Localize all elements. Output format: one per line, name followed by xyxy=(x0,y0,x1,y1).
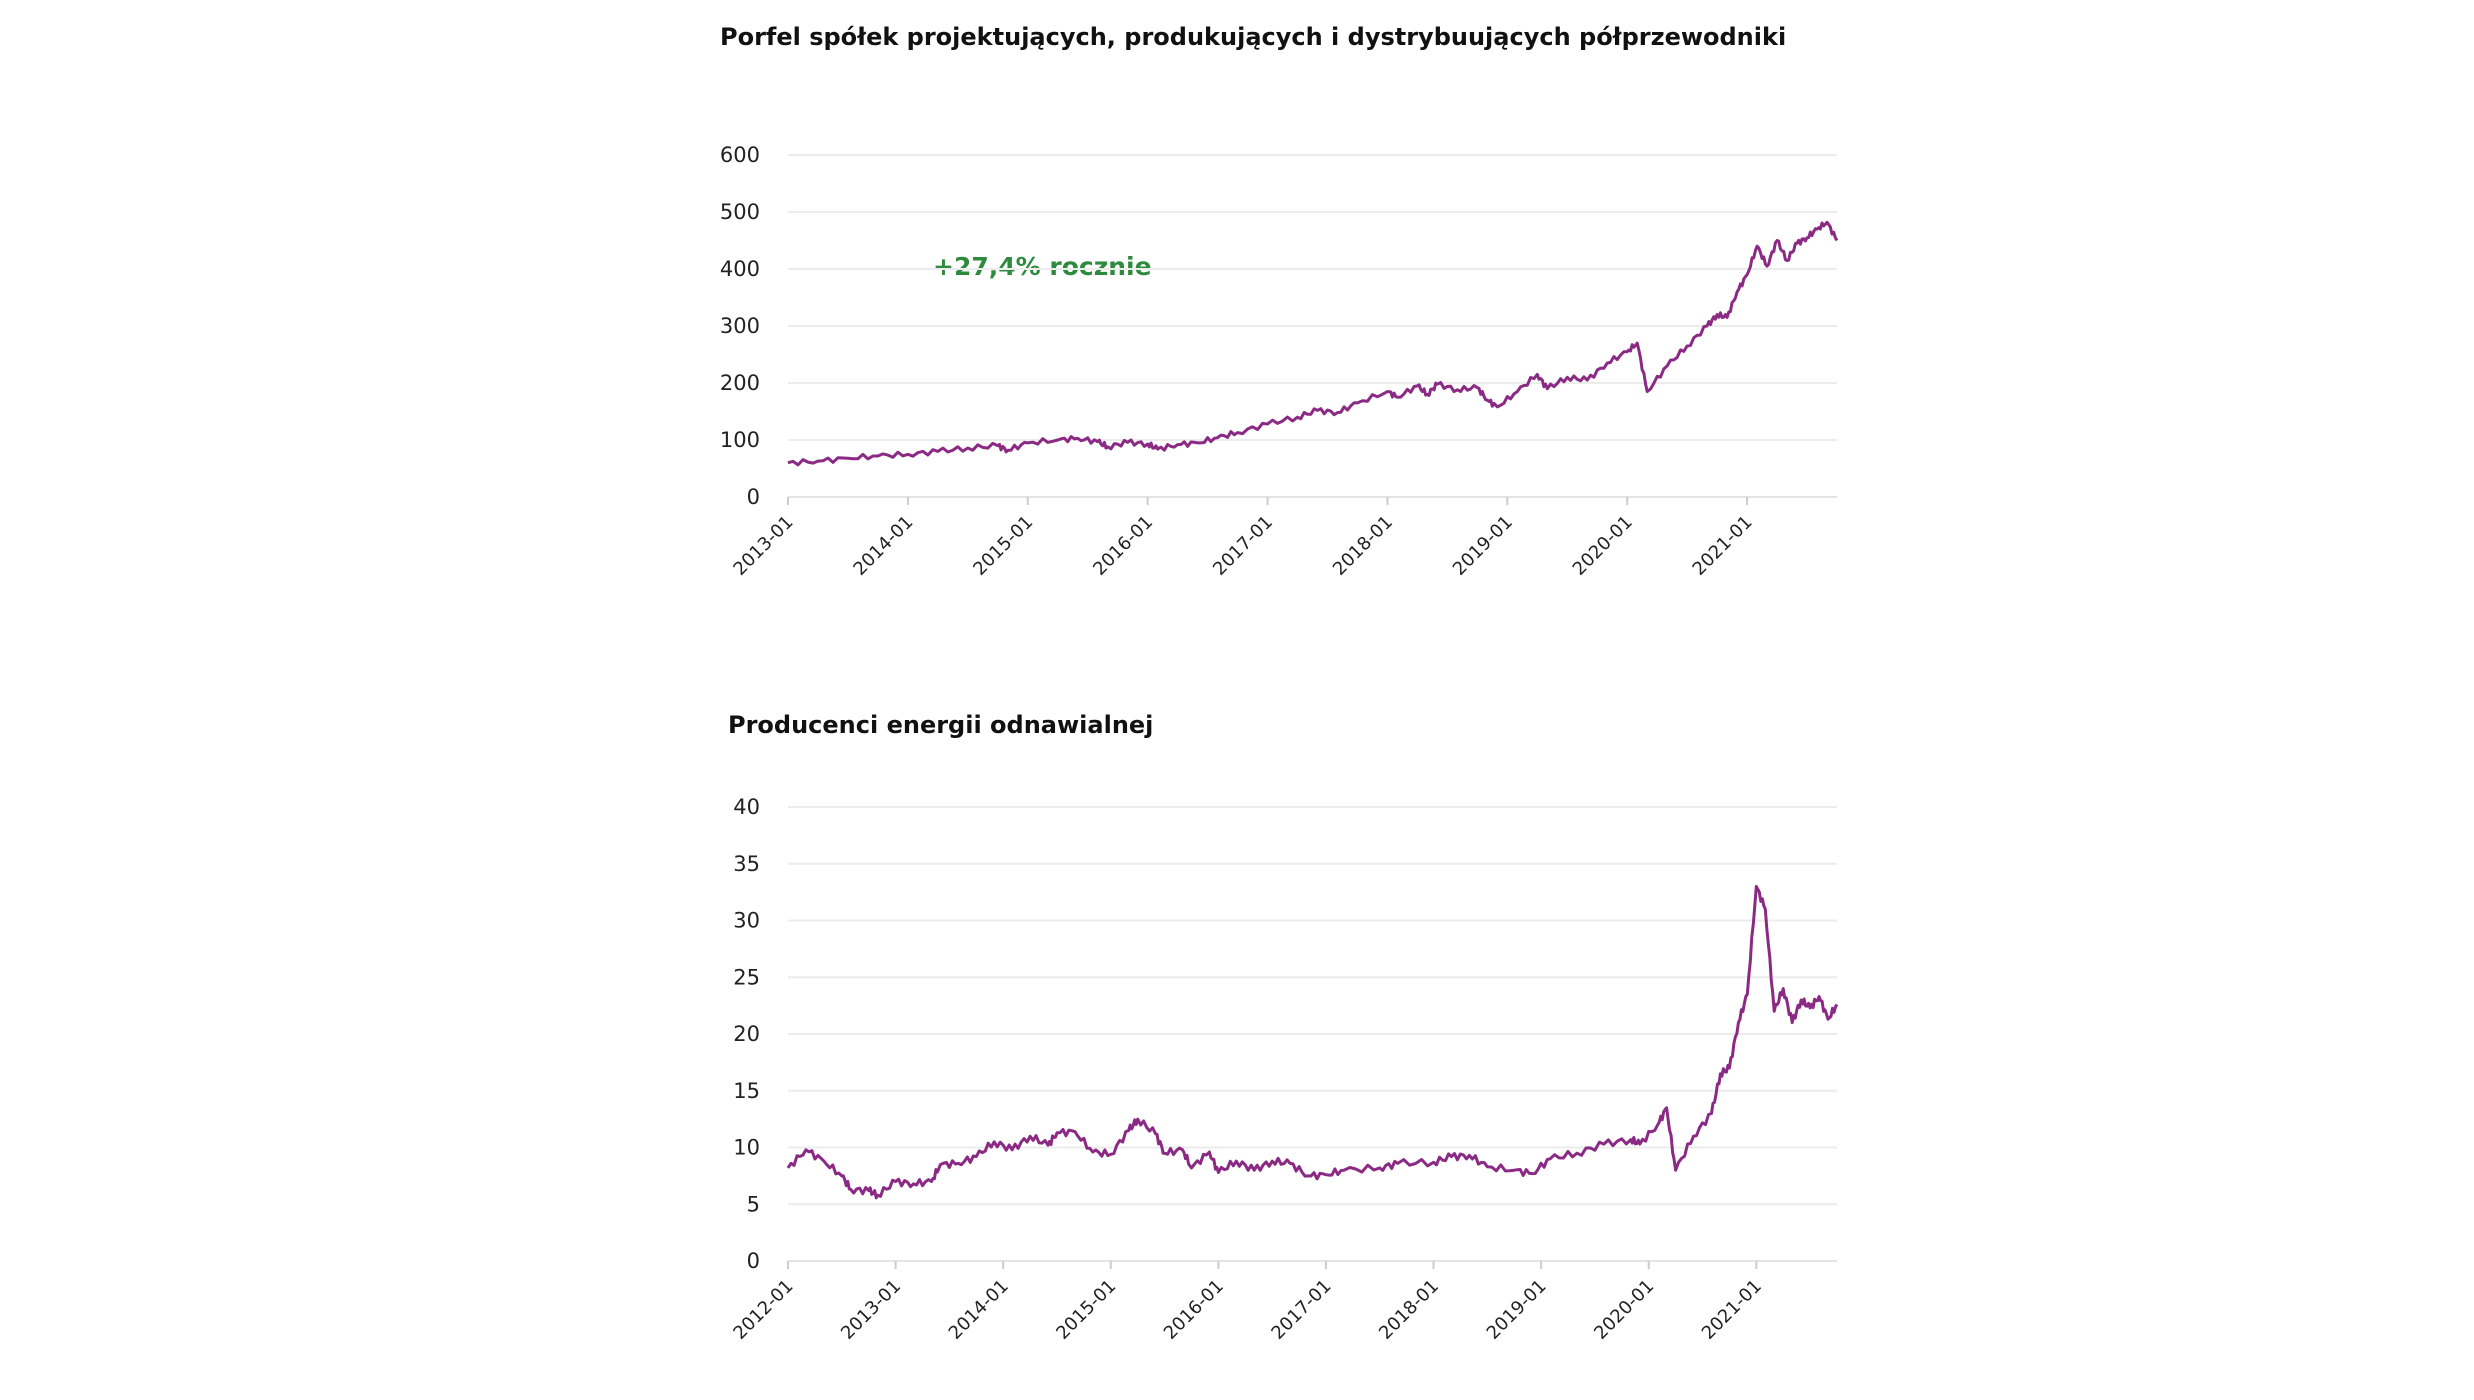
y-tick-label: 100 xyxy=(720,428,760,452)
x-tick-label: 2017-01 xyxy=(1209,512,1277,580)
y-tick-label: 200 xyxy=(720,371,760,395)
x-tick-label: 2014-01 xyxy=(849,512,917,580)
y-tick-label: 5 xyxy=(747,1192,760,1216)
x-tick-label: 2013-01 xyxy=(729,512,797,580)
y-tick-label: 0 xyxy=(747,485,760,509)
x-tick-label: 2013-01 xyxy=(837,1276,905,1344)
y-tick-label: 20 xyxy=(733,1022,760,1046)
y-tick-label: 35 xyxy=(733,852,760,876)
x-tick-label: 2017-01 xyxy=(1267,1276,1335,1344)
y-tick-label: 300 xyxy=(720,314,760,338)
series-line xyxy=(786,885,1839,1200)
x-tick-label: 2016-01 xyxy=(1160,1276,1228,1344)
x-tick-label: 2015-01 xyxy=(1052,1276,1120,1344)
semiconductor-portfolio-chart: Porfel spółek projektujących, produkując… xyxy=(720,23,1839,580)
chart-title: Porfel spółek projektujących, produkując… xyxy=(720,23,1786,51)
annual-return-annotation: +27,4% rocznie xyxy=(933,252,1152,281)
x-tick-label: 2020-01 xyxy=(1569,512,1637,580)
y-tick-label: 10 xyxy=(733,1136,760,1160)
y-tick-label: 600 xyxy=(720,143,760,167)
x-tick-label: 2019-01 xyxy=(1449,512,1517,580)
chart-title: Producenci energii odnawialnej xyxy=(728,711,1153,739)
x-tick-label: 2018-01 xyxy=(1375,1276,1443,1344)
y-tick-label: 30 xyxy=(733,909,760,933)
x-tick-label: 2016-01 xyxy=(1089,512,1157,580)
y-tick-label: 40 xyxy=(733,795,760,819)
x-tick-label: 2019-01 xyxy=(1483,1276,1551,1344)
series-line xyxy=(787,220,1839,467)
y-tick-label: 0 xyxy=(747,1249,760,1273)
renewable-energy-chart: Producenci energii odnawialnej 051015202… xyxy=(728,711,1839,1344)
y-tick-label: 15 xyxy=(733,1079,760,1103)
x-tick-label: 2021-01 xyxy=(1698,1276,1766,1344)
y-tick-label: 500 xyxy=(720,200,760,224)
x-tick-label: 2014-01 xyxy=(945,1276,1013,1344)
y-tick-label: 400 xyxy=(720,257,760,281)
y-tick-label: 25 xyxy=(733,965,760,989)
x-tick-label: 2012-01 xyxy=(729,1276,797,1344)
x-tick-label: 2015-01 xyxy=(969,512,1037,580)
x-tick-label: 2020-01 xyxy=(1590,1276,1658,1344)
x-tick-label: 2021-01 xyxy=(1689,512,1757,580)
x-tick-label: 2018-01 xyxy=(1329,512,1397,580)
